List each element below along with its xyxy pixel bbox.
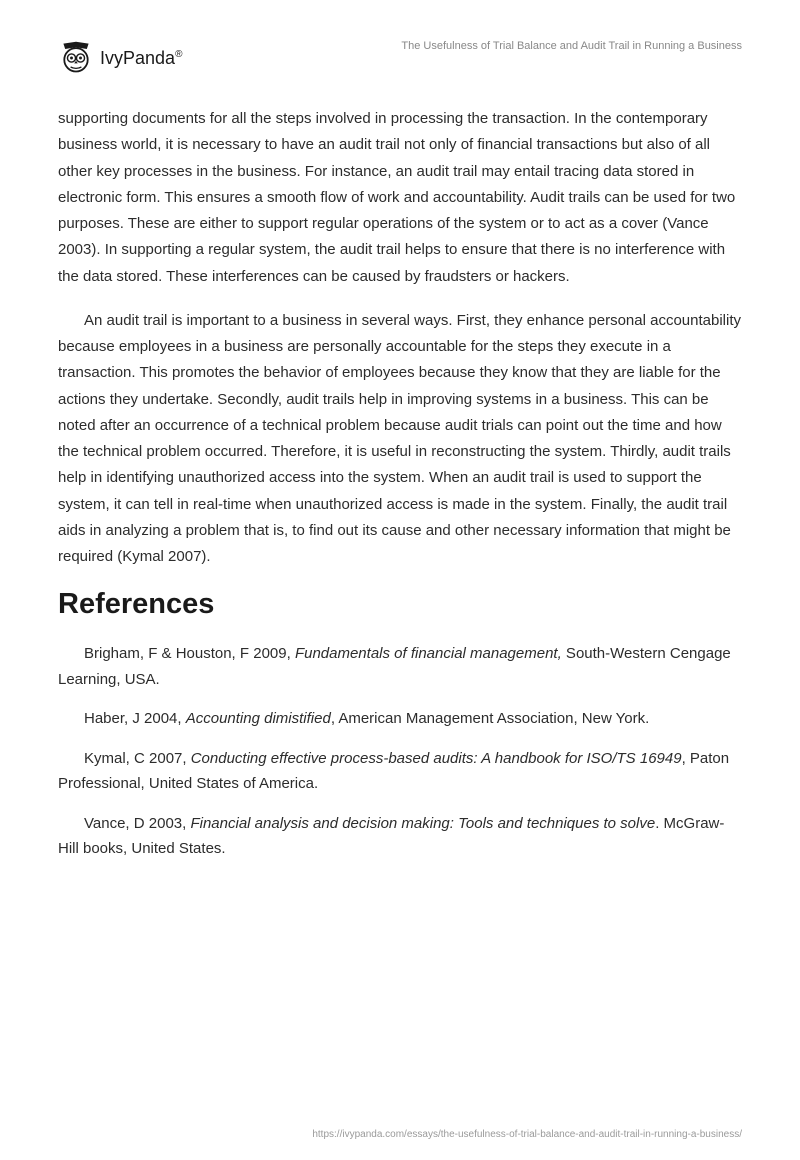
- owl-icon: [58, 40, 94, 76]
- ref-text: Kymal, C 2007,: [84, 750, 191, 767]
- ref-title: Accounting dimistified: [186, 710, 331, 727]
- ref-text: , American Management Association, New Y…: [331, 710, 650, 727]
- document-title: The Usefulness of Trial Balance and Audi…: [401, 40, 742, 52]
- brand-name: IvyPanda®: [100, 48, 182, 69]
- paragraph-2: An audit trail is important to a busines…: [58, 308, 742, 571]
- reference-item: Brigham, F & Houston, F 2009, Fundamenta…: [58, 641, 742, 692]
- reference-item: Kymal, C 2007, Conducting effective proc…: [58, 746, 742, 797]
- paragraph-1: supporting documents for all the steps i…: [58, 106, 742, 290]
- body-content: supporting documents for all the steps i…: [58, 106, 742, 570]
- references-list: Brigham, F & Houston, F 2009, Fundamenta…: [58, 641, 742, 862]
- ref-title: Fundamentals of financial management,: [295, 645, 562, 662]
- footer-source-url: https://ivypanda.com/essays/the-usefulne…: [312, 1129, 742, 1140]
- ref-title: Conducting effective process-based audit…: [191, 750, 682, 767]
- reference-item: Vance, D 2003, Financial analysis and de…: [58, 811, 742, 862]
- ref-text: Brigham, F & Houston, F 2009,: [84, 645, 295, 662]
- ref-title: Financial analysis and decision making: …: [190, 815, 655, 832]
- ref-text: Vance, D 2003,: [84, 815, 190, 832]
- brand-logo: IvyPanda®: [58, 40, 182, 76]
- registered-mark: ®: [175, 49, 182, 60]
- page-header: IvyPanda® The Usefulness of Trial Balanc…: [58, 40, 742, 76]
- reference-item: Haber, J 2004, Accounting dimistified, A…: [58, 706, 742, 732]
- references-heading: References: [58, 588, 742, 621]
- ref-text: Haber, J 2004,: [84, 710, 186, 727]
